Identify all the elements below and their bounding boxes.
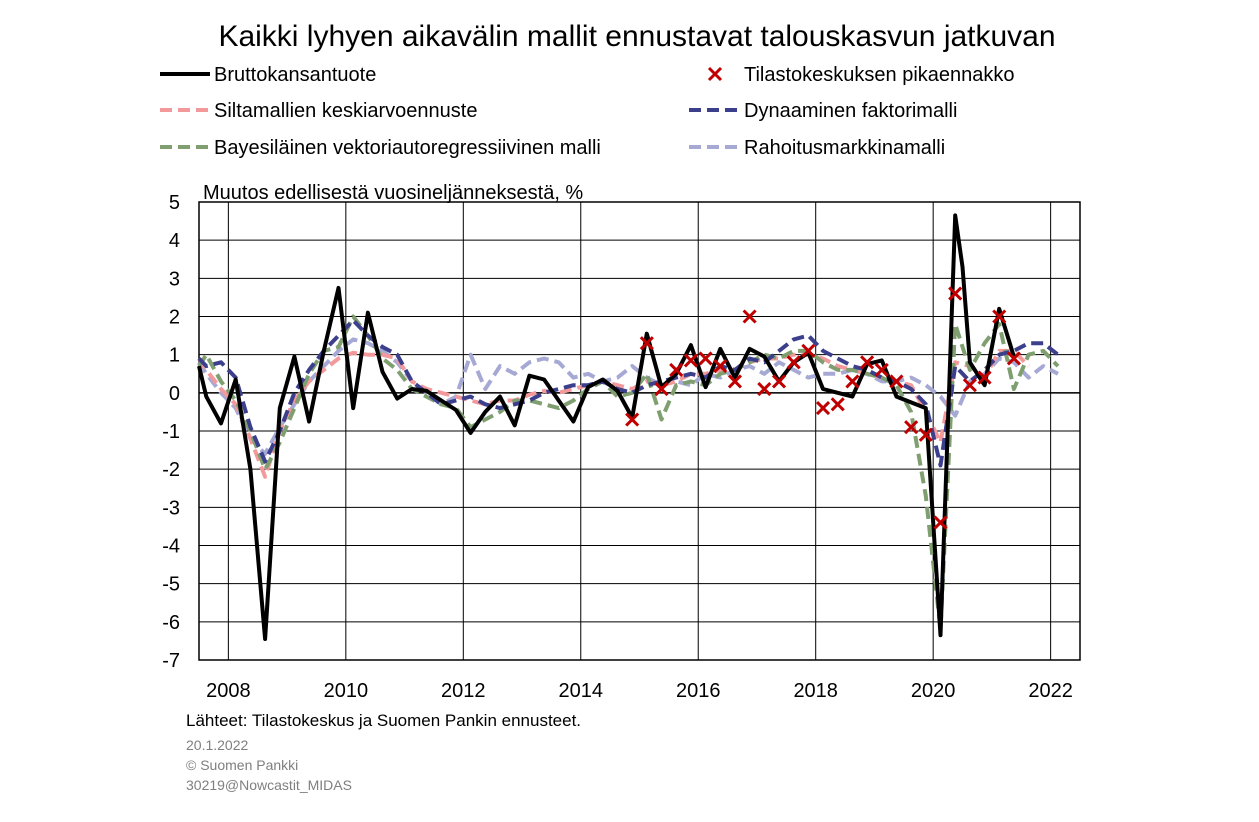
x-tick-label: 2014	[559, 680, 604, 702]
legend-item-flash: Tilastokeskuksen pikaennakko	[707, 64, 1015, 86]
legend-label-bvar: Bayesiläinen vektoriautoregressiivinen m…	[214, 137, 601, 159]
flash-estimate-marker	[727, 374, 743, 389]
legend-item-bridge: Siltamallien keskiarvoennuste	[160, 100, 477, 122]
flash-estimate-marker	[786, 355, 801, 370]
chart-title: Kaikki lyhyen aikavälin mallit ennustava…	[218, 20, 1055, 53]
flash-estimate-marker	[639, 336, 654, 351]
series-line-dfm	[197, 318, 1060, 468]
y-tick-label: -6	[162, 612, 180, 634]
x-tick-label: 2016	[676, 680, 721, 702]
x-tick-labels: 2008 2010 2012 2014 2016 2018 2020 2022	[206, 680, 1073, 702]
flash-estimate-marker	[918, 427, 933, 442]
source-note: Lähteet: Tilastokeskus ja Suomen Pankin …	[186, 711, 582, 730]
marker-layer	[625, 286, 1021, 530]
flash-estimate-marker	[948, 286, 963, 301]
legend-item-gdp: Bruttokansantuote	[160, 64, 376, 86]
y-tick-label: -4	[162, 536, 180, 558]
legend-label-gdp: Bruttokansantuote	[214, 64, 376, 86]
flash-estimate-marker	[669, 362, 684, 377]
y-axis-label: Muutos edellisestä vuosineljänneksestä, …	[203, 182, 583, 204]
x-tick-label: 2012	[441, 680, 486, 702]
flash-estimate-marker	[830, 397, 845, 412]
x-tick-label: 2020	[911, 680, 956, 702]
legend-label-bridge: Siltamallien keskiarvoennuste	[214, 100, 477, 122]
legend-swatch-flash	[707, 66, 723, 82]
legend-item-financial: Rahoitusmarkkinamalli	[689, 137, 945, 159]
flash-estimate-marker	[654, 381, 669, 397]
flash-estimate-marker	[801, 343, 816, 358]
y-tick-label: -2	[162, 459, 180, 481]
flash-estimate-marker	[713, 359, 728, 374]
flash-estimate-marker	[815, 401, 831, 416]
y-tick-label: -5	[162, 574, 180, 596]
plot-frame	[198, 201, 1081, 661]
flash-estimate-marker	[889, 374, 904, 389]
flash-estimate-marker	[771, 374, 787, 389]
y-tick-label: 1	[169, 345, 180, 367]
x-tick-label: 2018	[793, 680, 838, 702]
series-line-financial	[197, 337, 1059, 456]
y-tick-label: -1	[162, 421, 180, 443]
legend-label-dfm: Dynaaminen faktorimalli	[744, 100, 957, 122]
flash-estimate-marker	[698, 351, 713, 366]
flash-estimate-marker	[860, 355, 875, 370]
flash-estimate-marker	[933, 515, 948, 530]
y-tick-label: 4	[169, 230, 180, 252]
publication-date: 20.1.2022	[186, 737, 249, 753]
series-line-bridge	[197, 348, 1031, 479]
x-tick-label: 2022	[1028, 680, 1073, 702]
y-tick-label: 5	[169, 192, 180, 214]
series-layer	[197, 213, 1060, 641]
flash-estimate-marker	[904, 420, 919, 435]
y-tick-label: 3	[169, 268, 180, 290]
legend: Bruttokansantuote Tilastokeskuksen pikae…	[160, 64, 1015, 159]
copyright-note: © Suomen Pankki	[186, 757, 299, 773]
flash-estimate-marker	[962, 378, 977, 393]
flash-estimate-marker	[742, 309, 757, 324]
legend-label-financial: Rahoitusmarkkinamalli	[744, 137, 945, 159]
legend-item-bvar: Bayesiläinen vektoriautoregressiivinen m…	[160, 137, 601, 159]
y-tick-labels: 5 4 3 2 1 0 -1 -2 -3 -4 -5 -6 -7	[162, 192, 180, 672]
y-tick-label: 0	[169, 383, 180, 405]
flash-estimate-marker	[845, 374, 860, 389]
y-tick-label: -7	[162, 650, 180, 672]
x-tick-label: 2008	[206, 680, 251, 702]
flash-estimate-marker	[874, 362, 889, 377]
chart-code: 30219@Nowcastit_MIDAS	[186, 777, 352, 793]
x-tick-label: 2010	[324, 680, 369, 702]
flash-estimate-marker	[757, 381, 772, 397]
y-tick-label: 2	[169, 307, 180, 329]
legend-item-dfm: Dynaaminen faktorimalli	[689, 100, 957, 122]
flash-estimate-marker	[992, 309, 1007, 324]
legend-label-flash: Tilastokeskuksen pikaennakko	[744, 64, 1015, 86]
flash-estimate-marker	[683, 353, 698, 368]
flash-estimate-marker	[625, 412, 640, 427]
flash-estimate-marker	[977, 370, 992, 385]
y-tick-label: -3	[162, 497, 180, 519]
flash-estimate-marker	[1006, 351, 1021, 366]
series-line-gdp	[197, 213, 1016, 641]
